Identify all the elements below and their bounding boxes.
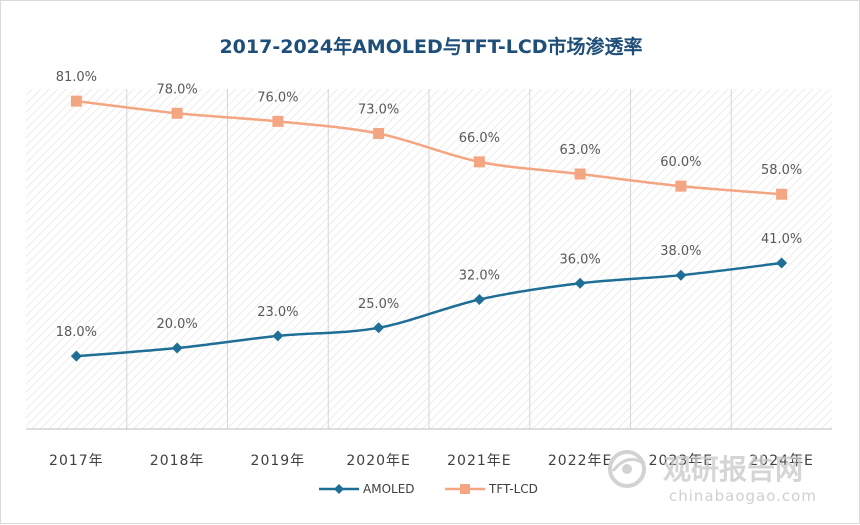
data-label-tft-lcd: 73.0% bbox=[358, 103, 399, 118]
x-axis-ticks: 2017年 2018年 2019年 2020年E 2021年E 2022年E 2023年E 2… bbox=[49, 453, 813, 469]
x-tick-label: 2020年E bbox=[346, 453, 410, 469]
data-label-amoled: 25.0% bbox=[358, 297, 399, 312]
data-label-tft-lcd: 76.0% bbox=[257, 90, 298, 105]
point-tft-lcd bbox=[675, 180, 687, 192]
series-line-amoled bbox=[76, 261, 782, 358]
data-label-tft-lcd: 58.0% bbox=[761, 163, 802, 178]
point-amoled bbox=[272, 330, 284, 342]
point-tft-lcd bbox=[574, 168, 586, 180]
point-tft-lcd bbox=[776, 188, 788, 200]
x-tick-label: 2021年E bbox=[447, 453, 511, 469]
data-label-tft-lcd: 63.0% bbox=[559, 143, 600, 158]
legend-label-tft-lcd: TFT-LCD bbox=[488, 482, 538, 496]
x-tick-label: 2018年 bbox=[150, 453, 205, 469]
x-tick-label: 2022年E bbox=[548, 453, 612, 469]
data-label-amoled: 23.0% bbox=[257, 305, 298, 320]
data-label-amoled: 36.0% bbox=[559, 252, 600, 267]
point-amoled bbox=[70, 350, 82, 362]
x-tick-label: 2019年 bbox=[251, 453, 306, 469]
data-labels: 18.0% 20.0% 23.0% 25.0% 32.0% 36.0% 38.0% 41.0%… bbox=[56, 70, 803, 340]
point-tft-lcd bbox=[171, 107, 183, 119]
legend-item-amoled: AMOLED bbox=[319, 482, 415, 496]
data-label-tft-lcd: 78.0% bbox=[156, 82, 197, 97]
point-tft-lcd bbox=[473, 156, 485, 168]
data-label-tft-lcd: 81.0% bbox=[56, 70, 97, 85]
x-tick-label: 2024年E bbox=[749, 453, 813, 469]
data-label-amoled: 32.0% bbox=[459, 268, 500, 283]
x-tick-label: 2017年 bbox=[49, 453, 104, 469]
data-label-amoled: 20.0% bbox=[156, 317, 197, 332]
data-label-tft-lcd: 60.0% bbox=[660, 155, 701, 170]
data-label-amoled: 41.0% bbox=[761, 232, 802, 247]
gridlines bbox=[126, 89, 732, 429]
watermark-logo-icon bbox=[608, 450, 646, 488]
watermark-site: chinabaogao.com bbox=[669, 487, 817, 505]
series-line-tft-lcd bbox=[76, 99, 782, 196]
point-tft-lcd bbox=[373, 128, 385, 140]
point-amoled bbox=[574, 277, 586, 289]
point-amoled bbox=[373, 322, 385, 334]
legend-marker-tft-lcd bbox=[460, 484, 470, 494]
legend-label-amoled: AMOLED bbox=[363, 482, 415, 496]
legend-item-tft-lcd: TFT-LCD bbox=[445, 482, 538, 496]
x-tick-label: 2023年E bbox=[649, 453, 713, 469]
point-amoled bbox=[675, 269, 687, 281]
point-amoled bbox=[171, 342, 183, 354]
legend-marker-amoled bbox=[334, 484, 344, 494]
data-label-amoled: 38.0% bbox=[660, 244, 701, 259]
point-tft-lcd bbox=[70, 95, 82, 107]
data-label-tft-lcd: 66.0% bbox=[459, 131, 500, 146]
legend: AMOLED TFT-LCD bbox=[319, 482, 538, 496]
point-amoled bbox=[473, 293, 485, 305]
series-layer bbox=[70, 95, 788, 362]
chart-title: 2017-2024年AMOLED与TFT-LCD市场渗透率 bbox=[219, 35, 642, 58]
watermark: 观研报告网 chinabaogao.com bbox=[608, 450, 817, 505]
point-amoled bbox=[776, 257, 788, 269]
point-tft-lcd bbox=[272, 115, 284, 127]
watermark-brand: 观研报告网 bbox=[663, 453, 803, 486]
data-label-amoled: 18.0% bbox=[56, 325, 97, 340]
